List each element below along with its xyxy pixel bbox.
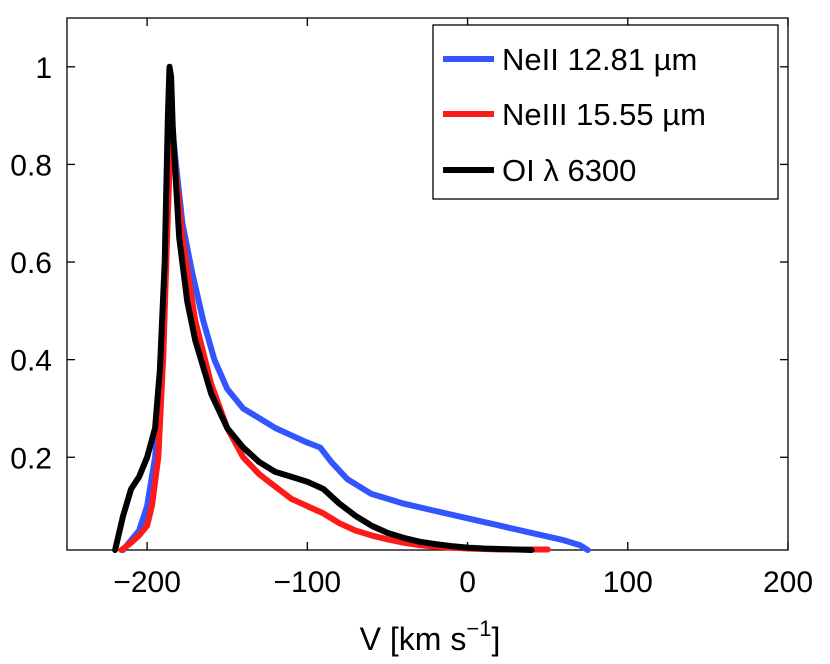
x-axis-label-main: V [km s — [360, 621, 467, 657]
x-tick-labels: −200 −100 0 100 200 — [113, 566, 813, 599]
legend-label-neii: NeII 12.81 µm — [502, 42, 697, 77]
y-tick-label: 0.2 — [10, 442, 52, 475]
y-tick-label: 0.6 — [10, 247, 52, 280]
x-tick-label: −200 — [113, 566, 181, 599]
x-tick-label: −100 — [274, 566, 342, 599]
x-tick-label: 200 — [763, 566, 813, 599]
series-lines — [112, 63, 591, 553]
plot-frame — [66, 17, 789, 551]
x-axis-label-superscript: −1 — [466, 616, 491, 641]
series-line-oi — [112, 63, 535, 553]
y-tick-labels: 0.2 0.4 0.6 0.8 1 — [10, 52, 52, 475]
axis-ticks — [67, 18, 789, 550]
x-axis-label: V [km s−1] — [360, 616, 501, 657]
x-axis-label-close: ] — [491, 621, 500, 657]
x-tick-label: 100 — [603, 566, 653, 599]
y-tick-label: 1 — [35, 52, 52, 85]
y-tick-label: 0.8 — [10, 149, 52, 182]
x-tick-label: 0 — [459, 566, 476, 599]
y-tick-label: 0.4 — [10, 345, 52, 378]
legend: NeII 12.81 µm NeIII 15.55 µm OI λ 6300 — [432, 24, 779, 200]
legend-label-neiii: NeIII 15.55 µm — [502, 97, 706, 132]
legend-label-oi: OI λ 6300 — [502, 153, 636, 188]
